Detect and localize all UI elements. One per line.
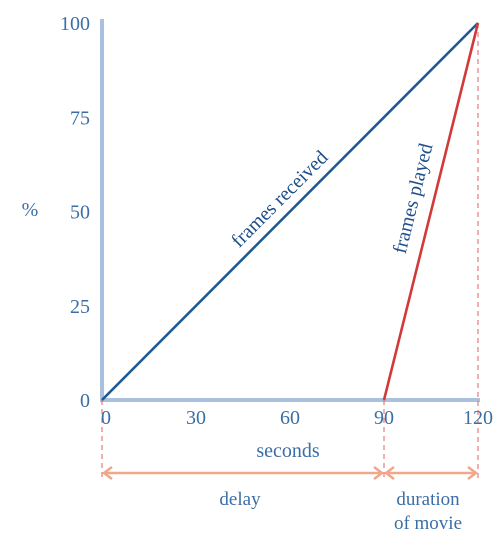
arrowhead-right — [373, 466, 385, 480]
y-tick-label: 0 — [80, 390, 90, 412]
series-line-frames-received — [101, 22, 479, 401]
x-tick-label: 90 — [374, 407, 394, 429]
x-tick-labels: 0 30 60 90 120 — [101, 407, 493, 429]
arrowhead-left — [101, 466, 113, 480]
delay-bracket — [101, 466, 385, 480]
duration-bracket — [383, 466, 479, 480]
y-tick-label: 50 — [70, 202, 90, 224]
x-tick-label: 30 — [186, 407, 206, 429]
y-tick-labels: 0 25 50 75 100 — [60, 13, 90, 412]
y-tick-label: 25 — [70, 296, 90, 318]
x-tick-label: 0 — [101, 407, 111, 429]
series-label-frames-played: frames played — [389, 141, 438, 256]
series-label-frames-received: frames received — [227, 146, 332, 252]
arrowhead-right — [467, 466, 479, 480]
y-tick-label: 75 — [70, 107, 90, 129]
x-axis-label: seconds — [256, 440, 320, 462]
x-tick-label: 60 — [280, 407, 300, 429]
duration-label-line1: duration — [396, 489, 460, 510]
arrowhead-left — [383, 466, 395, 480]
duration-label-line2: of movie — [394, 513, 462, 534]
y-tick-label: 100 — [60, 13, 90, 35]
x-tick-label: 120 — [463, 407, 493, 429]
delay-label: delay — [219, 489, 261, 510]
series-line-frames-played — [382, 22, 480, 401]
y-axis-label: % — [22, 199, 39, 221]
